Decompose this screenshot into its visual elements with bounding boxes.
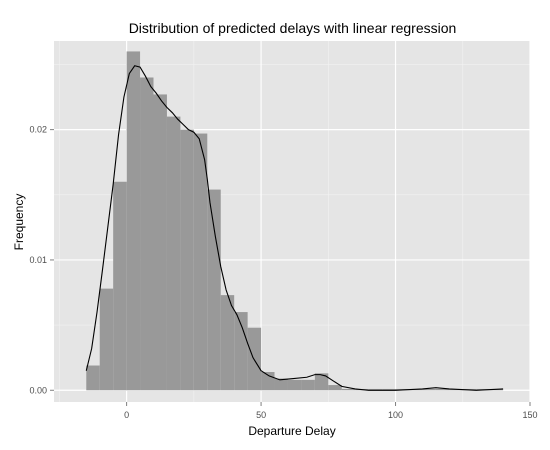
- x-axis-tick-labels: 0 50 100 150: [124, 410, 537, 420]
- x-axis-label: Departure Delay: [248, 424, 336, 438]
- histogram-bar: [166, 116, 181, 391]
- histogram-bar: [274, 378, 288, 391]
- density-curve: [85, 65, 504, 391]
- histogram-bar: [301, 379, 315, 391]
- histogram-bar: [287, 379, 302, 391]
- chart-title: Distribution of predicted delays with li…: [128, 20, 457, 36]
- y-tick-label: 0.00: [29, 385, 47, 395]
- x-tick-label: 100: [388, 410, 403, 420]
- histogram-bar: [314, 373, 329, 391]
- histogram-bar: [126, 51, 141, 391]
- histogram-bar: [382, 388, 396, 391]
- histogram-bar: [113, 181, 127, 391]
- y-axis-tick-labels: 0.00 0.01 0.02: [29, 125, 47, 396]
- axis-ticks: [50, 129, 531, 406]
- histogram-bar: [180, 129, 194, 391]
- histogram-bar: [234, 312, 248, 391]
- histogram-bar: [435, 388, 450, 391]
- histogram-bar: [341, 388, 356, 391]
- histogram-bar: [193, 133, 208, 391]
- histogram-bar: [153, 94, 167, 391]
- histogram-bar: [328, 385, 342, 391]
- y-axis-label: Frequency: [12, 193, 26, 251]
- x-tick-label: 50: [256, 410, 266, 420]
- histogram-bar: [422, 388, 436, 391]
- x-tick-label: 150: [522, 410, 537, 420]
- histogram-bar: [207, 189, 221, 391]
- histogram-bar: [368, 388, 383, 391]
- x-tick-label: 0: [124, 410, 129, 420]
- histogram-bars: [86, 51, 504, 391]
- histogram-bar: [86, 365, 100, 391]
- y-tick-label: 0.01: [29, 255, 47, 265]
- histogram-bar: [220, 295, 235, 391]
- y-tick-label: 0.02: [29, 125, 47, 135]
- histogram-bar: [99, 288, 114, 391]
- histogram-bar: [140, 77, 154, 391]
